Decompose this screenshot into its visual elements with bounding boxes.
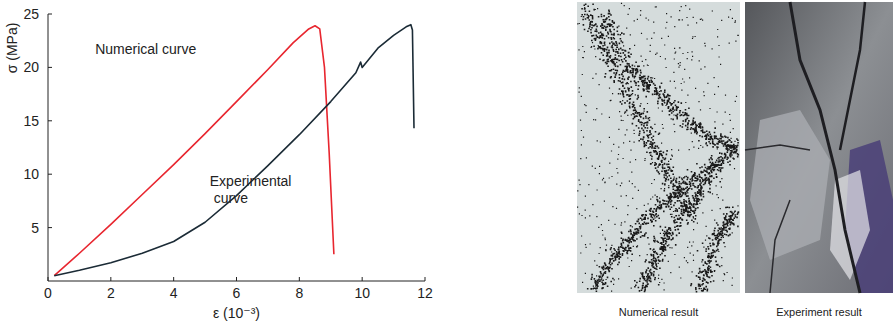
x-tick-label: 12 xyxy=(417,285,433,301)
crack xyxy=(745,145,810,150)
x-tick xyxy=(236,277,237,281)
x-tick xyxy=(48,277,49,281)
x-tick xyxy=(173,277,174,281)
annotation-line: Experimental xyxy=(210,173,292,189)
y-tick-label: 25 xyxy=(23,6,39,22)
crack xyxy=(840,2,865,150)
annotation: Experimentalcurve xyxy=(210,173,292,206)
rock-face xyxy=(750,110,830,260)
annotation-line: curve xyxy=(214,190,248,206)
x-tick-label: 6 xyxy=(233,285,241,301)
series-line xyxy=(54,26,334,276)
x-tick xyxy=(362,277,363,281)
image-background xyxy=(745,2,893,293)
image-background xyxy=(577,2,740,293)
y-axis xyxy=(48,14,49,281)
series-line xyxy=(54,25,414,276)
x-tick-label: 10 xyxy=(354,285,370,301)
y-tick-label: 20 xyxy=(23,59,39,75)
y-axis-label: σ (MPa) xyxy=(4,23,20,74)
y-tick xyxy=(48,174,52,175)
y-tick-label: 5 xyxy=(31,220,39,236)
annotation: Numerical curve xyxy=(95,41,196,57)
damage-dots xyxy=(577,3,739,293)
x-tick-label: 0 xyxy=(44,285,52,301)
x-tick xyxy=(425,277,426,281)
x-tick-label: 4 xyxy=(170,285,178,301)
experiment-result-image xyxy=(745,2,893,293)
numerical-result-image xyxy=(577,2,740,293)
y-tick-label: 10 xyxy=(23,166,39,182)
image-caption: Numerical result xyxy=(619,306,698,318)
x-axis-label: ε (10⁻³) xyxy=(213,305,260,321)
x-tick-label: 8 xyxy=(295,285,303,301)
x-tick xyxy=(299,277,300,281)
x-tick xyxy=(110,277,111,281)
x-tick-label: 2 xyxy=(107,285,115,301)
y-tick-label: 15 xyxy=(23,113,39,129)
y-tick xyxy=(48,227,52,228)
crack xyxy=(790,2,860,293)
plot-area xyxy=(54,25,414,276)
annotation-line: Numerical curve xyxy=(95,41,196,57)
y-tick xyxy=(48,67,52,68)
crack xyxy=(770,200,790,293)
figure: 0 2 4 6 8 10 12 5 10 15 20 25 ε (10⁻³) σ (MPa) Numeric… xyxy=(0,0,893,324)
spalled-area xyxy=(830,170,870,280)
image-caption: Experiment result xyxy=(776,306,862,318)
y-tick xyxy=(48,14,52,15)
y-tick xyxy=(48,120,52,121)
